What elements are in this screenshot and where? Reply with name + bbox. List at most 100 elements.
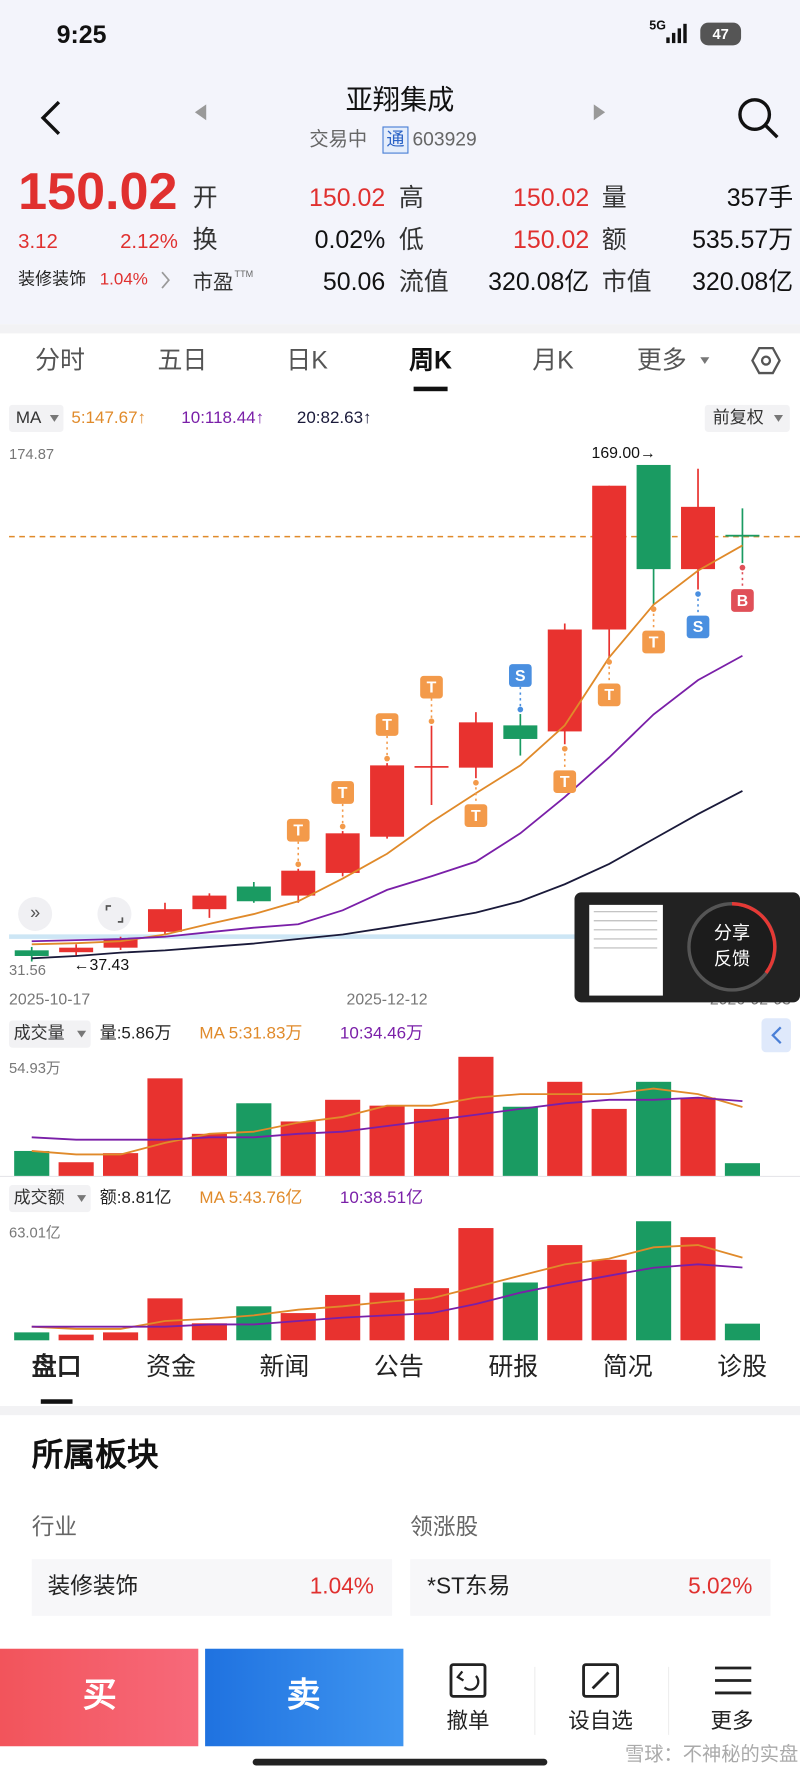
bar xyxy=(147,1078,183,1176)
adjust[interactable]: 前复权 xyxy=(713,408,764,427)
detail-tab[interactable]: 诊股 xyxy=(717,1353,767,1381)
buy-label[interactable]: 买 xyxy=(83,1676,117,1714)
detail-tab[interactable]: 资金 xyxy=(146,1353,196,1381)
dropdown-icon xyxy=(49,415,59,422)
period-tab[interactable]: 周K xyxy=(409,346,452,374)
field-value: 0.02% xyxy=(315,226,386,254)
tool-label[interactable]: 撤单 xyxy=(446,1709,489,1733)
prev-stock[interactable] xyxy=(194,104,207,121)
watermark: 雪球：不神秘的实盘 xyxy=(625,1743,798,1765)
ma-button-box[interactable] xyxy=(9,404,64,433)
candle-body xyxy=(547,629,582,732)
home-indicator xyxy=(252,1758,548,1766)
sector-arrow[interactable] xyxy=(161,271,170,289)
volume-button-box[interactable] xyxy=(9,1020,91,1048)
detail-tab[interactable]: 新闻 xyxy=(259,1353,309,1381)
signal-dot xyxy=(473,779,479,786)
field-label: 低 xyxy=(399,226,424,254)
leader-name: *ST东易 xyxy=(427,1572,510,1598)
ma-legend: 10:34.46万 xyxy=(340,1024,423,1043)
candle-body xyxy=(636,464,671,570)
tool-label[interactable]: 设自选 xyxy=(568,1709,633,1733)
fullscreen-button[interactable] xyxy=(97,896,132,931)
period-tab[interactable]: 分时 xyxy=(35,346,85,374)
next-stock[interactable] xyxy=(593,104,606,121)
period-tab[interactable]: 五日 xyxy=(158,346,208,374)
signal-label: T xyxy=(604,687,614,704)
leader-row[interactable] xyxy=(410,1559,771,1616)
more-icon[interactable] xyxy=(715,1666,752,1695)
dropdown-icon xyxy=(773,415,784,422)
stock-name: 亚翔集成 xyxy=(346,84,455,115)
amount-button-box[interactable] xyxy=(9,1184,91,1213)
y-tick-label: 31.56 xyxy=(9,963,46,979)
network: 5G xyxy=(649,18,666,32)
bar xyxy=(58,1162,94,1176)
watch-icon[interactable] xyxy=(582,1663,619,1698)
cancel-icon-arrow xyxy=(456,1670,480,1691)
signal-dot xyxy=(695,591,701,597)
detail-tab[interactable]: 盘口 xyxy=(32,1352,82,1381)
change: 3.12 xyxy=(18,231,58,253)
active-tab-underline xyxy=(40,1399,73,1404)
industry-row[interactable] xyxy=(31,1559,393,1616)
back-button[interactable] xyxy=(40,100,61,136)
field-value: 320.08亿 xyxy=(692,268,793,296)
bar xyxy=(502,1282,538,1341)
bar xyxy=(191,1133,227,1176)
y-tick-label: 54.93万 xyxy=(9,1061,61,1077)
signal-icon xyxy=(666,23,687,44)
detail-tab[interactable]: 公告 xyxy=(374,1353,424,1381)
candle-body xyxy=(592,485,627,630)
detail-tab[interactable]: 研报 xyxy=(488,1353,538,1381)
field-label: 市盈 xyxy=(193,271,234,294)
bar xyxy=(280,1313,316,1341)
period-tab[interactable]: 月K xyxy=(532,346,574,374)
cancel-icon[interactable] xyxy=(449,1663,487,1698)
search-icon[interactable] xyxy=(738,98,772,131)
bar xyxy=(280,1121,316,1176)
ma-legend: MA 5:31.83万 xyxy=(199,1024,302,1043)
price-annotation: 169.00→ xyxy=(592,445,656,462)
y-tick-label: 63.01亿 xyxy=(9,1225,61,1242)
field-value: 150.02 xyxy=(513,184,589,212)
section-title: 所属板块 xyxy=(32,1436,159,1472)
settings-icon[interactable] xyxy=(751,346,781,375)
detail-tab[interactable]: 简况 xyxy=(603,1353,653,1381)
side-tab[interactable] xyxy=(761,1018,791,1053)
adjust-box[interactable] xyxy=(704,404,790,433)
bar xyxy=(502,1106,538,1176)
bar xyxy=(58,1334,94,1341)
thumbnail-lines xyxy=(593,911,658,949)
candle-body xyxy=(14,950,49,956)
leader-label: 领涨股 xyxy=(410,1514,478,1540)
period-tab[interactable]: 更多 xyxy=(637,346,687,374)
bar xyxy=(636,1221,672,1341)
field-value: 535.57万 xyxy=(692,226,793,254)
amount-button[interactable]: 成交额 xyxy=(14,1188,65,1207)
expand-button[interactable] xyxy=(18,896,53,931)
bar xyxy=(191,1323,227,1341)
bar xyxy=(103,1153,139,1176)
buy-button[interactable] xyxy=(0,1648,199,1747)
badge: 通 xyxy=(386,129,404,149)
feedback-label: 反馈 xyxy=(714,949,750,969)
signal-label: B xyxy=(737,593,748,610)
volume-button[interactable]: 成交量 xyxy=(14,1024,65,1043)
bar xyxy=(236,1103,272,1176)
sell-label[interactable]: 卖 xyxy=(287,1676,321,1714)
tool-label[interactable]: 更多 xyxy=(711,1709,754,1733)
field-label: 开 xyxy=(193,184,218,212)
last-price: 150.02 xyxy=(18,163,177,221)
signal-dot xyxy=(428,718,435,725)
bar xyxy=(547,1245,583,1341)
sell-button[interactable] xyxy=(205,1648,404,1747)
candle-body xyxy=(147,909,182,932)
dropdown-icon xyxy=(77,1195,87,1202)
signal-marker xyxy=(331,781,354,804)
period-tab[interactable]: 日K xyxy=(286,346,328,374)
ma-button[interactable]: MA xyxy=(16,408,42,427)
candle-body xyxy=(192,895,227,910)
signal-label: S xyxy=(515,668,526,685)
